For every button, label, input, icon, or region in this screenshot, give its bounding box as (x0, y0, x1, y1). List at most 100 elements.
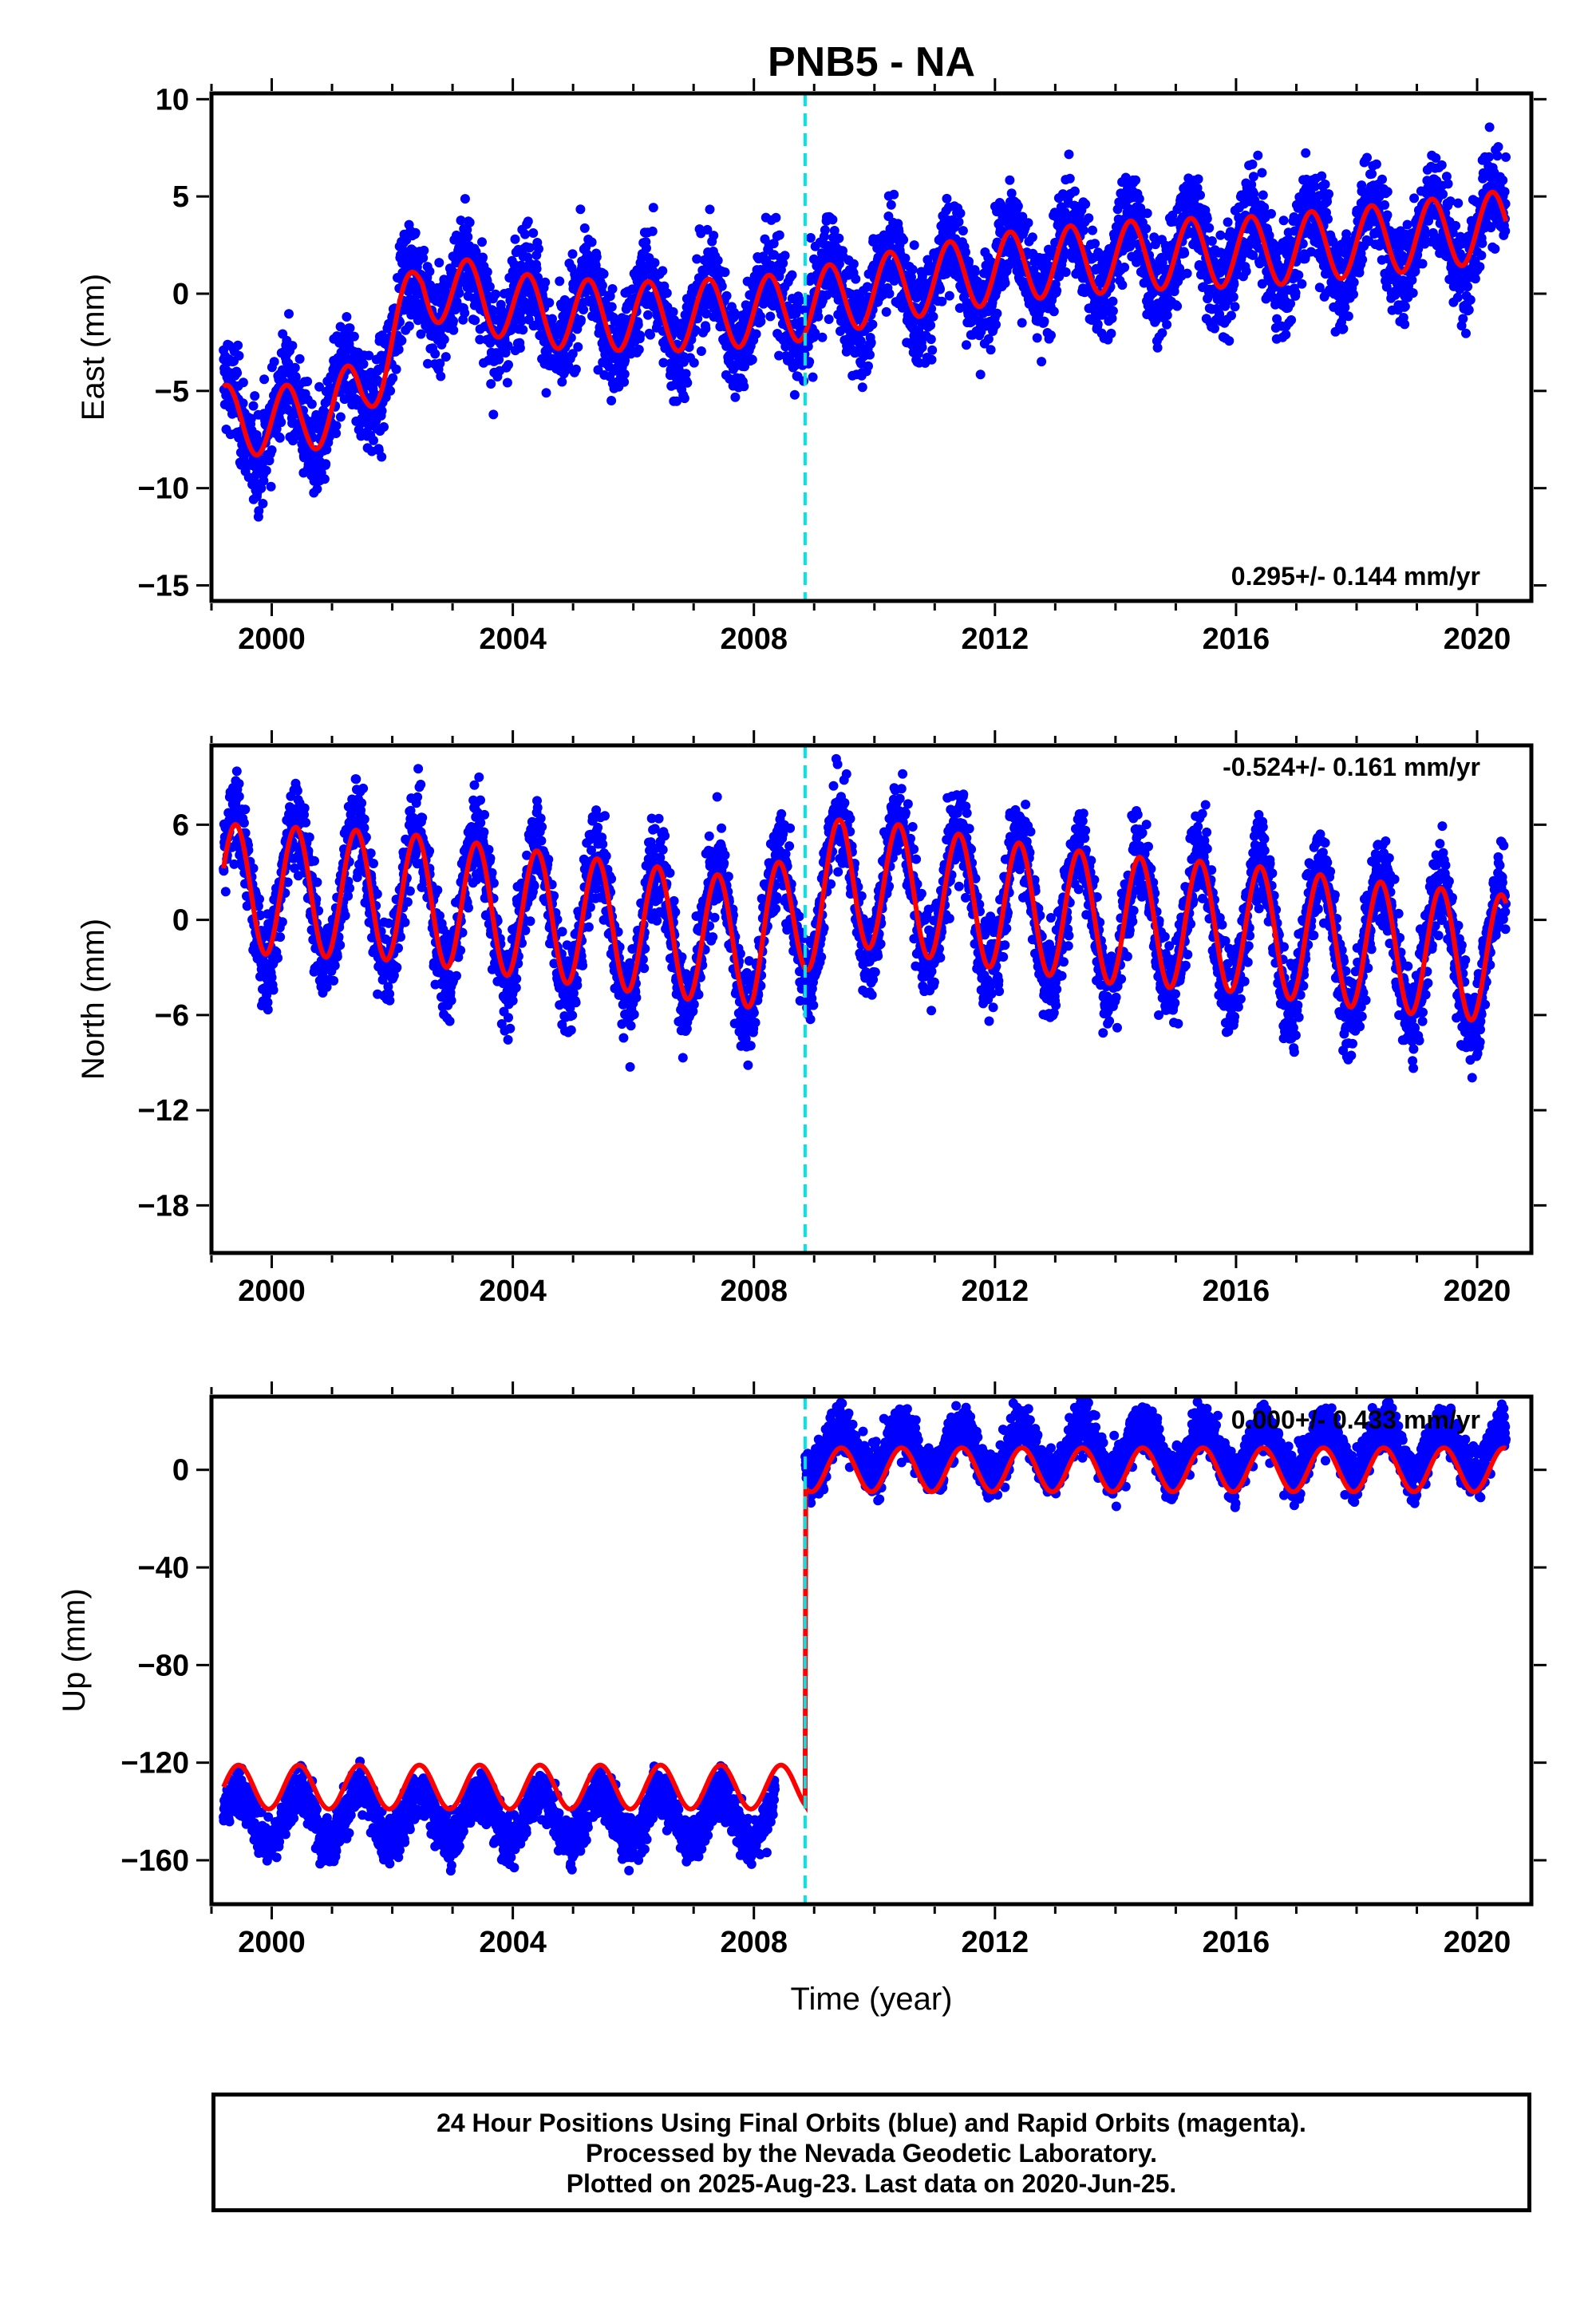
data-point (954, 217, 964, 227)
data-point (478, 252, 488, 263)
data-point (1112, 204, 1123, 215)
data-point (658, 358, 669, 368)
data-point (1182, 268, 1192, 279)
data-point (1006, 188, 1017, 199)
data-point (1061, 267, 1071, 277)
data-point (672, 396, 681, 406)
data-point (1257, 279, 1267, 289)
data-point (1465, 294, 1476, 305)
data-point (275, 433, 285, 443)
data-point (1371, 159, 1381, 169)
data-point (1207, 236, 1217, 246)
data-point (605, 291, 615, 302)
data-point (702, 224, 713, 235)
data-point (234, 792, 244, 801)
data-point (1408, 288, 1418, 298)
data-point (642, 243, 651, 253)
data-point (1323, 214, 1333, 224)
data-point (1248, 172, 1258, 182)
data-point (970, 267, 980, 277)
data-point (258, 499, 268, 508)
data-point (1259, 202, 1270, 212)
data-point (1253, 150, 1263, 160)
data-point (1357, 255, 1368, 265)
x-tick-label: 2016 (1203, 622, 1270, 656)
data-point (886, 200, 896, 210)
data-point (857, 382, 867, 393)
x-tick-label: 2020 (1444, 622, 1511, 656)
data-point (1286, 298, 1296, 309)
data-point (1382, 187, 1393, 197)
data-point (1407, 275, 1417, 285)
data-point (253, 901, 263, 911)
data-point (1117, 280, 1128, 290)
data-point (358, 359, 369, 370)
data-point (275, 932, 286, 943)
data-point (1258, 190, 1268, 200)
data-point (889, 189, 899, 200)
data-point (780, 251, 790, 261)
data-point (418, 253, 429, 263)
data-point (1317, 171, 1327, 181)
data-point (393, 345, 404, 354)
data-point (573, 342, 583, 352)
data-point (276, 417, 286, 428)
data-point (541, 388, 551, 398)
data-point (1362, 152, 1372, 163)
data-point (751, 329, 761, 339)
data-point (1162, 310, 1172, 320)
data-point (658, 266, 668, 276)
data-point (701, 309, 712, 319)
data-point (863, 361, 873, 371)
data-point (1470, 274, 1480, 284)
data-point (834, 233, 844, 243)
data-point (1409, 193, 1420, 204)
data-point (598, 269, 609, 279)
data-point (884, 289, 895, 298)
data-point (486, 379, 496, 389)
data-point (789, 389, 800, 400)
time-series-figure: PNB5 - NA 2000 2004 2008 2012 2016 20201050−5… (57, 39, 1547, 2017)
data-point (491, 289, 500, 299)
data-point (397, 335, 407, 346)
data-point (1108, 306, 1118, 316)
data-point (689, 358, 699, 368)
position-points (219, 753, 1511, 1083)
data-point (1172, 301, 1183, 311)
data-point (463, 231, 473, 242)
data-point (851, 274, 861, 284)
data-point (314, 381, 325, 392)
data-point (1106, 328, 1116, 338)
data-point (234, 779, 244, 788)
data-point (747, 354, 757, 365)
data-point (1461, 328, 1471, 338)
data-point (682, 377, 693, 388)
data-point (774, 230, 784, 240)
y-tick-label: −5 (155, 375, 189, 409)
data-point (1162, 319, 1172, 330)
data-point (342, 312, 352, 322)
data-point (1120, 263, 1130, 272)
data-point (1298, 239, 1308, 249)
data-point (503, 341, 513, 351)
data-point (937, 296, 947, 306)
data-point (283, 358, 294, 369)
data-point (331, 421, 342, 431)
data-point (597, 280, 607, 290)
data-point (774, 350, 784, 361)
data-point (1420, 230, 1430, 240)
data-point (866, 338, 876, 348)
data-point (504, 360, 513, 370)
data-point (515, 343, 525, 353)
data-point (1297, 279, 1307, 289)
data-point (944, 290, 954, 301)
data-point (1294, 270, 1304, 280)
data-point (1017, 318, 1027, 328)
data-point (557, 377, 567, 387)
data-point (231, 766, 242, 777)
data-point (1490, 243, 1500, 254)
data-point (1264, 231, 1274, 241)
data-point (266, 481, 276, 492)
data-point (391, 364, 401, 374)
data-point (820, 225, 830, 235)
